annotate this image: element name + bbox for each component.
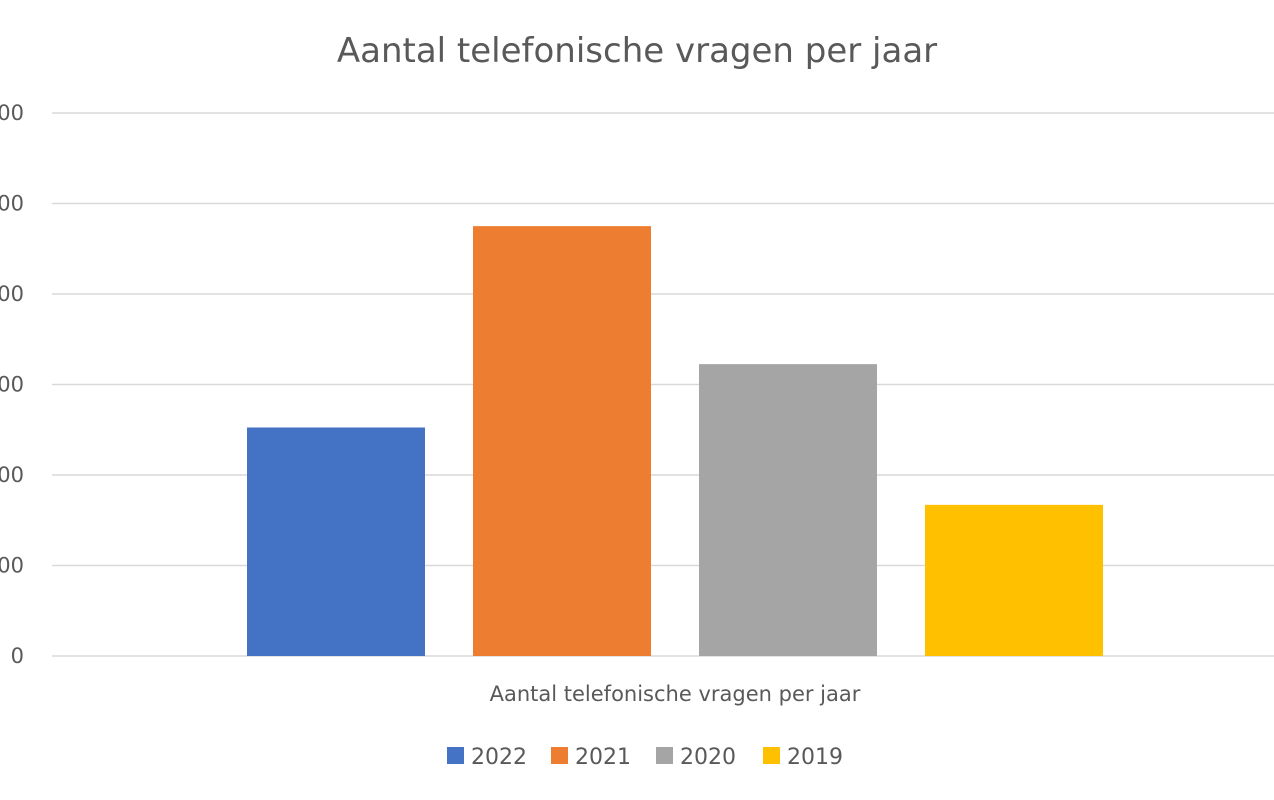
y-tick-label: 5000 (0, 192, 24, 216)
y-tick-label: 4000 (0, 282, 24, 306)
y-tick-label: 0 (11, 644, 24, 668)
y-tick-label: 1000 (0, 554, 24, 578)
bar-2021 (473, 226, 651, 656)
legend-label-2020: 2020 (680, 745, 736, 770)
bars (247, 226, 1103, 656)
legend-label-2022: 2022 (471, 745, 527, 770)
y-tick-label: 3000 (0, 373, 24, 397)
legend-swatch-2022 (447, 747, 464, 764)
legend-label-2021: 2021 (575, 745, 631, 770)
y-axis-ticks: 0 1000 2000 3000 4000 5000 6000 (0, 101, 24, 668)
y-tick-label: 2000 (0, 463, 24, 487)
legend-swatch-2019 (763, 747, 780, 764)
bar-2019 (925, 504, 1103, 656)
y-tick-label: 6000 (0, 101, 24, 125)
legend-swatch-2021 (551, 747, 568, 764)
legend: 2022 2021 2020 2019 (447, 745, 843, 770)
chart-title: Aantal telefonische vragen per jaar (337, 31, 937, 71)
bar-2020 (699, 364, 877, 656)
legend-swatch-2020 (656, 747, 673, 764)
x-category-label: Aantal telefonische vragen per jaar (490, 682, 861, 706)
bar-2022 (247, 427, 425, 656)
legend-label-2019: 2019 (787, 745, 843, 770)
